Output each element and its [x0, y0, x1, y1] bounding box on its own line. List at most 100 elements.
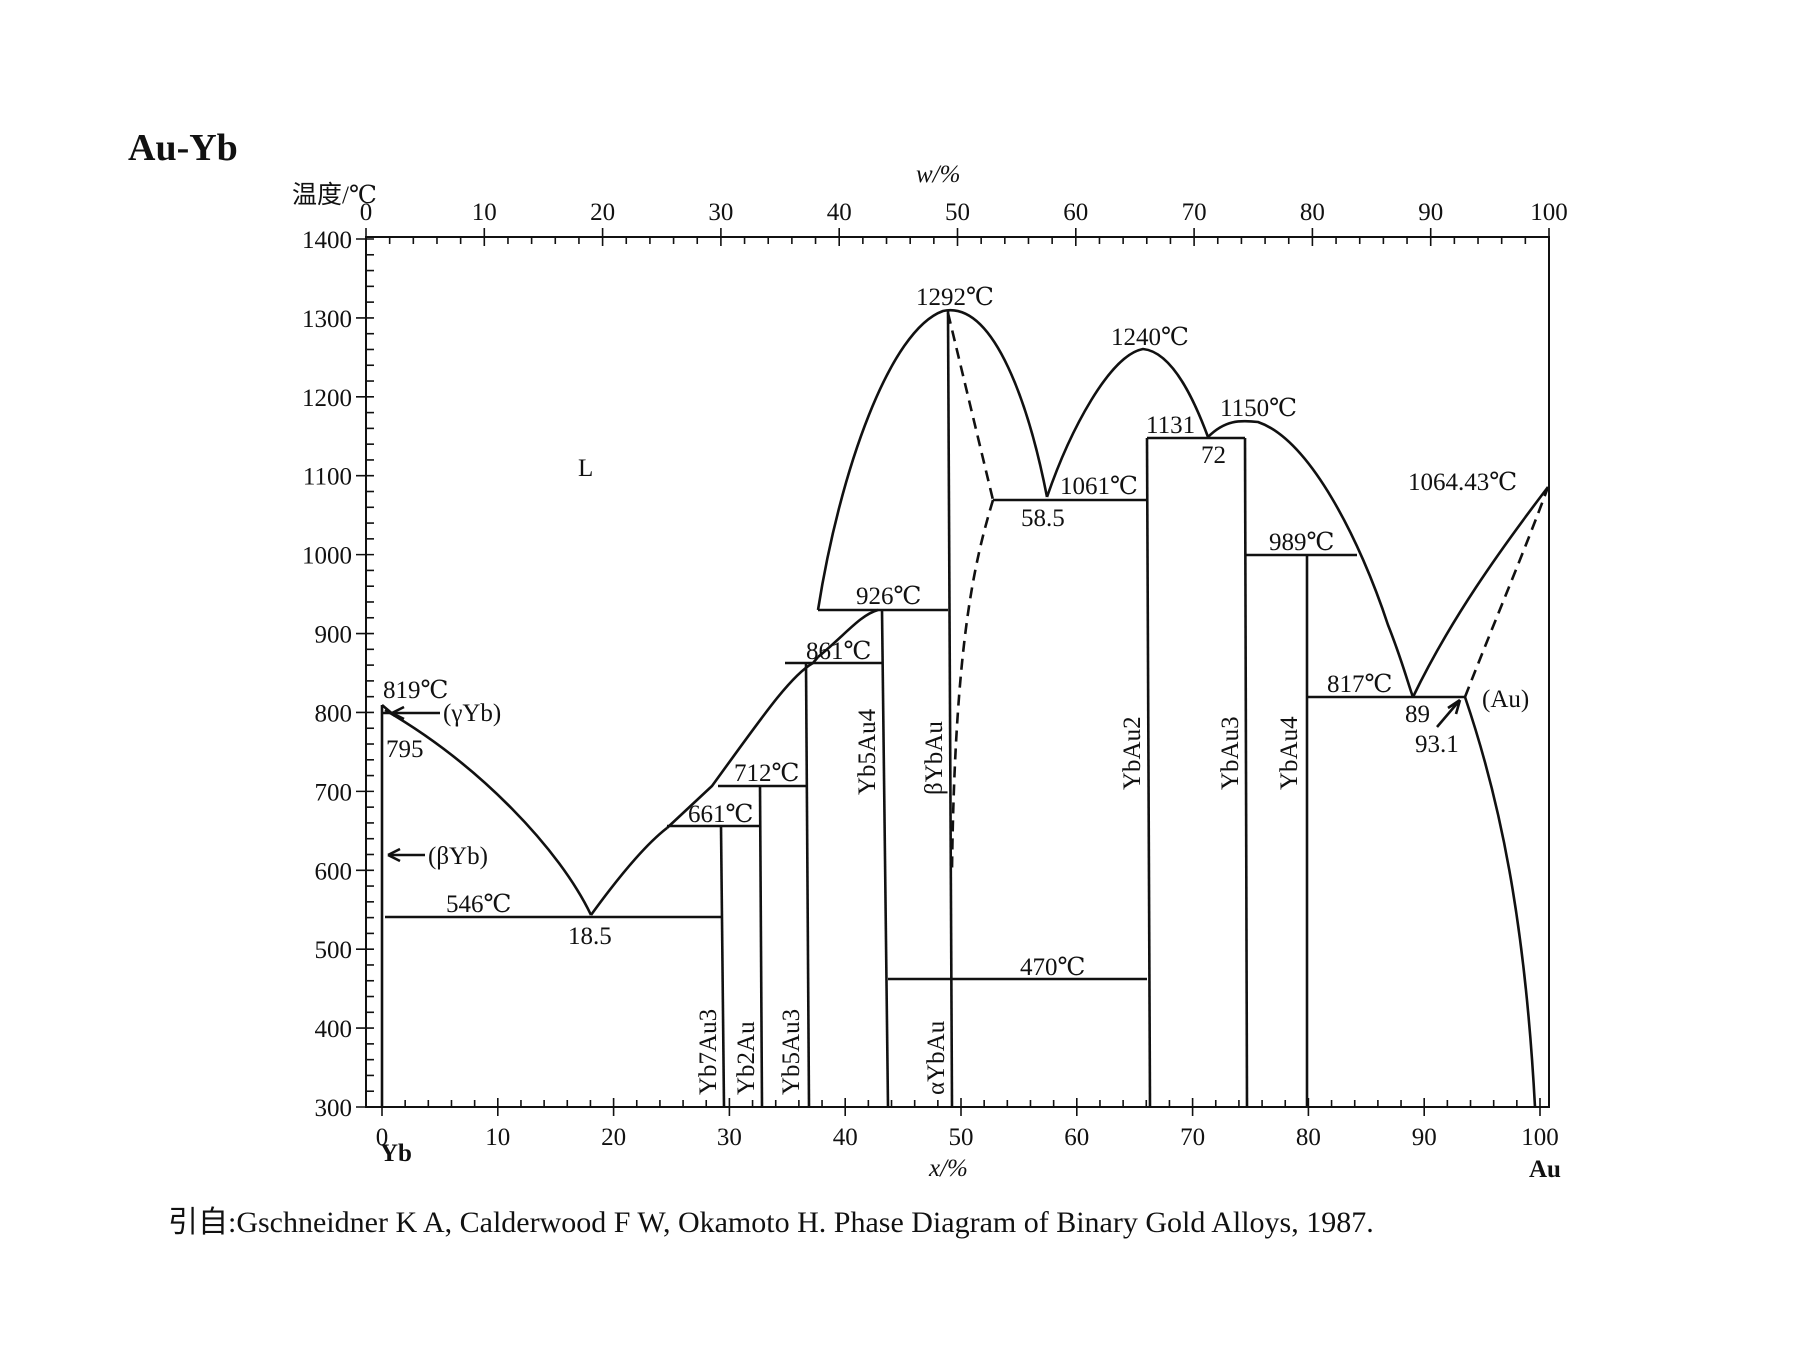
left-tick-label: 300: [315, 1095, 353, 1122]
bottom-tick-label: 60: [1064, 1124, 1089, 1151]
top-axis-label: w/%: [916, 161, 960, 188]
beta-ybau-left-dashed: [950, 499, 995, 871]
top-tick-label: 40: [827, 199, 852, 226]
diagram-title: Au-Yb: [128, 127, 238, 169]
yb5au4-line: [880, 609, 890, 1108]
left-tick-label: 1400: [302, 227, 352, 254]
left-tick-label: 900: [315, 622, 353, 649]
label-1131: 1131: [1146, 412, 1195, 439]
top-tick-label: 10: [472, 199, 497, 226]
label-1061: 1061℃: [1060, 473, 1138, 500]
top-tick-label: 100: [1530, 199, 1568, 226]
bottom-tick-label: 0: [376, 1124, 389, 1151]
ybau3-line: [1243, 437, 1249, 1108]
label-72: 72: [1201, 442, 1226, 469]
top-tick-label: 50: [945, 199, 970, 226]
label-661: 661℃: [688, 801, 753, 828]
bottom-tick-label: 90: [1412, 1124, 1437, 1151]
label-1150: 1150℃: [1220, 395, 1297, 422]
label-beta-yb: (βYb): [428, 843, 488, 870]
phase-ybau4: YbAu4: [1276, 716, 1303, 790]
liquidus-au-side: [1411, 486, 1550, 698]
liquidus-1240-dome: [1045, 347, 1210, 498]
left-tick-label: 1100: [303, 464, 352, 491]
label-819: 819℃: [383, 677, 448, 704]
label-989: 989℃: [1269, 529, 1334, 556]
left-tick-label: 1000: [302, 543, 352, 570]
phase-alpha-ybau: αYbAu: [923, 1020, 950, 1095]
liquidus-yb7au3-region: [666, 656, 819, 829]
top-tick-label: 80: [1300, 199, 1325, 226]
bottom-axis-ticks: 0 10 20 30 40 50 60 70 80 90 100: [376, 1098, 1559, 1151]
liquidus-1150-dome: [1207, 419, 1415, 698]
left-tick-label: 1300: [302, 306, 352, 333]
bottom-tick-label: 70: [1180, 1124, 1205, 1151]
label-795: 795: [386, 736, 424, 763]
label-58-5: 58.5: [1021, 505, 1065, 532]
citation: 引自:Gschneidner K A, Calderwood F W, Okam…: [168, 1206, 1374, 1239]
yb5au3-line: [804, 662, 811, 1108]
left-tick-label: 800: [315, 700, 353, 727]
top-tick-label: 0: [360, 199, 373, 226]
y-axis-label: 温度/℃: [292, 181, 377, 209]
bottom-tick-label: 20: [601, 1124, 626, 1151]
label-817: 817℃: [1327, 671, 1392, 698]
top-tick-label: 70: [1182, 199, 1207, 226]
label-89: 89: [1405, 701, 1430, 728]
left-axis-ticks: 1400 1300 1200 1100 1000 900 800 700 600 500 400 30…: [302, 227, 374, 1122]
phase-yb5au3: Yb5Au3: [778, 1009, 805, 1095]
top-tick-label: 20: [590, 199, 615, 226]
label-1240: 1240℃: [1111, 324, 1189, 351]
label-1064: 1064.43℃: [1408, 469, 1517, 496]
left-tick-label: 400: [315, 1016, 353, 1043]
bottom-tick-label: 100: [1521, 1124, 1559, 1151]
liquidus-eutectic-18-5-to-25: [589, 826, 668, 916]
bottom-axis-label: x/%: [928, 1155, 968, 1182]
label-926: 926℃: [856, 583, 921, 610]
top-tick-label: 30: [708, 199, 733, 226]
yb7au3-line: [719, 825, 726, 1108]
phase-ybau2: YbAu2: [1119, 716, 1146, 790]
left-tick-label: 600: [315, 858, 353, 885]
label-18-5: 18.5: [568, 923, 612, 950]
label-546: 546℃: [446, 891, 511, 918]
au-solidus-dashed: [1463, 486, 1550, 698]
ybau-line: [946, 310, 954, 1108]
au-solvus: [1463, 696, 1537, 1108]
ybau2-line: [1145, 437, 1152, 1108]
label-93-1: 93.1: [1415, 731, 1459, 758]
beta-ybau-right-dashed: [946, 312, 995, 501]
label-861: 861℃: [806, 638, 871, 665]
bottom-tick-label: 40: [833, 1124, 858, 1151]
label-au-phase: (Au): [1482, 686, 1529, 713]
left-tick-label: 500: [315, 937, 353, 964]
phase-ybau3: YbAu3: [1217, 716, 1244, 790]
bottom-tick-label: 10: [485, 1124, 510, 1151]
label-gamma-yb: (γYb): [443, 700, 501, 727]
yb2au-line: [758, 785, 764, 1108]
top-tick-label: 60: [1063, 199, 1088, 226]
au-arrow: [1436, 698, 1462, 728]
phase-beta-ybau: βYbAu: [921, 721, 948, 795]
left-tick-label: 700: [315, 779, 353, 806]
bottom-tick-label: 50: [949, 1124, 974, 1151]
bottom-tick-label: 80: [1296, 1124, 1321, 1151]
top-axis-ticks: 0 10 20 30 40 50 60 70 80 90 100: [360, 199, 1568, 246]
label-470: 470℃: [1020, 954, 1085, 981]
gamma-yb-arrow: [391, 705, 405, 721]
left-element-label: Yb: [380, 1140, 412, 1167]
top-tick-label: 90: [1418, 199, 1443, 226]
left-tick-label: 1200: [302, 385, 352, 412]
liquidus-to-1292-peak: [816, 308, 1049, 611]
liquidus-yb-side: [384, 708, 593, 916]
liquidus-to-926: [817, 608, 879, 659]
label-1292: 1292℃: [916, 284, 994, 311]
phase-yb2au: Yb2Au: [733, 1021, 760, 1095]
phase-yb7au3: Yb7Au3: [695, 1009, 722, 1095]
liquid-label: L: [578, 455, 593, 482]
bottom-tick-label: 30: [717, 1124, 742, 1151]
beta-yb-arrowhead: [387, 847, 401, 863]
label-712: 712℃: [734, 760, 799, 787]
